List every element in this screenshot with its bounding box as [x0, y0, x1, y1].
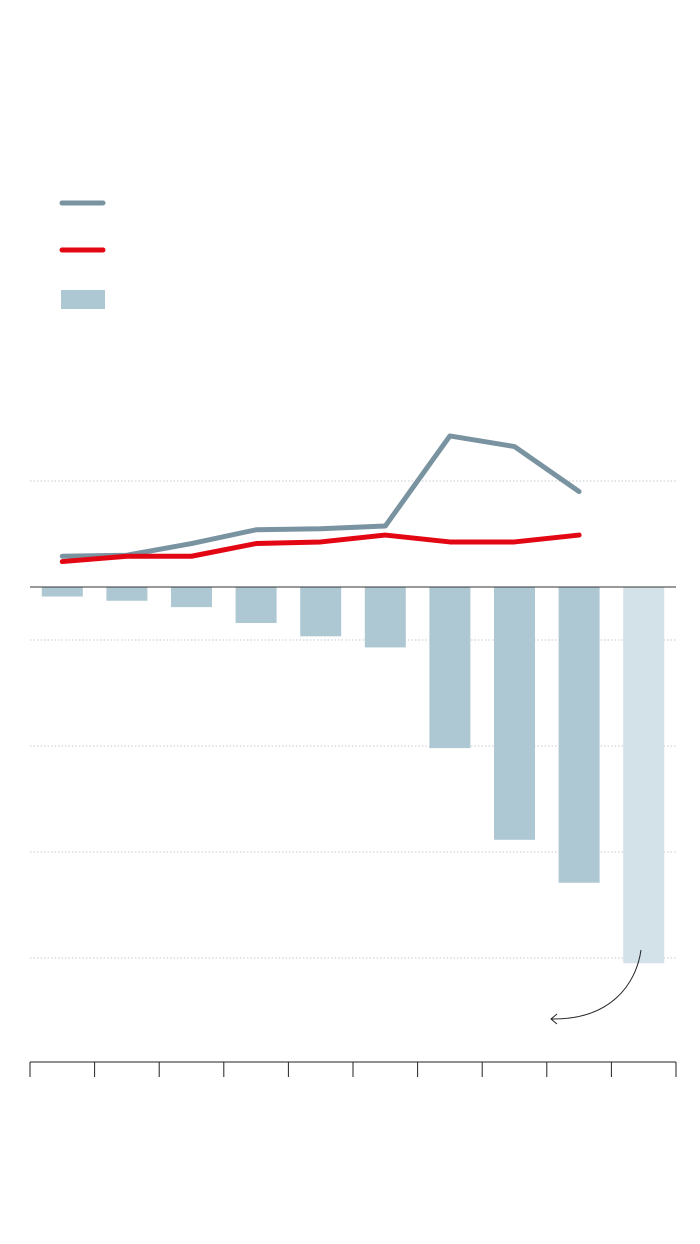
line-series	[59, 433, 582, 565]
bar	[364, 587, 406, 648]
bar	[558, 587, 600, 883]
bar	[41, 587, 83, 597]
bar	[235, 587, 277, 624]
bar	[429, 587, 471, 749]
bar	[623, 587, 665, 964]
x-axis	[29, 1061, 677, 1077]
series-line-2	[59, 532, 582, 565]
annotation	[550, 949, 642, 1025]
legend-swatch-bar	[61, 290, 105, 309]
bar	[494, 587, 535, 840]
bar	[106, 587, 148, 601]
legend	[59, 200, 106, 309]
bar	[171, 587, 212, 608]
bar	[300, 587, 342, 637]
annotation-arrow	[550, 949, 642, 1020]
bar-series	[41, 587, 665, 964]
gridlines	[30, 480, 676, 959]
series-line-1	[59, 433, 582, 559]
annotation-arrow-head	[550, 1013, 558, 1025]
